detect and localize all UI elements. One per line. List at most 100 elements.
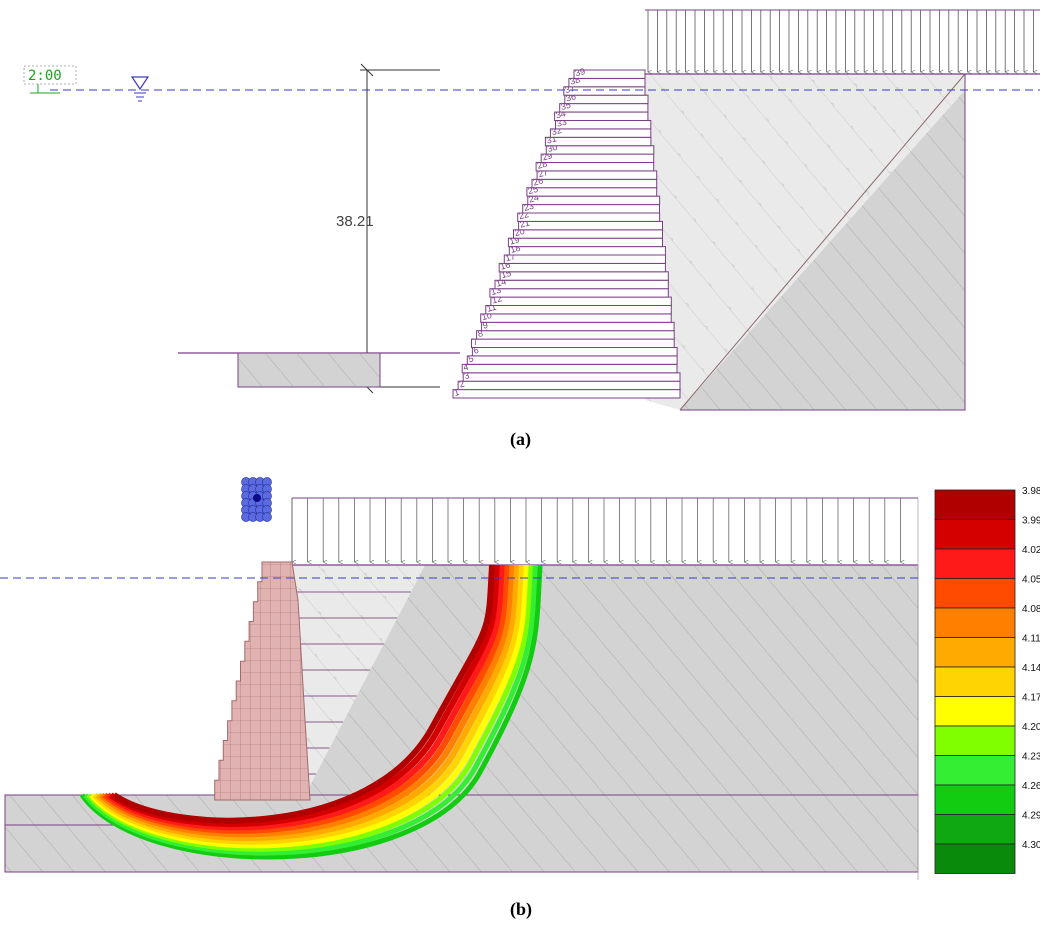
wall-layer [555, 120, 652, 130]
slip-surface [83, 564, 538, 856]
wall-layer [535, 162, 655, 172]
wall-layer [518, 220, 663, 231]
factor-of-safety-legend: 3.98 3.99 4.02 4.05 4.08 4.11 4.14 4.17 4.20 4.23… [934, 486, 1040, 874]
wall-layer [563, 86, 646, 96]
legend-swatch [934, 725, 1016, 756]
wall-layer [559, 103, 649, 113]
wall-layer [564, 94, 649, 105]
layer-number: 9 [482, 320, 489, 331]
wall-layer [485, 305, 672, 315]
wall-layer [481, 321, 675, 332]
height-dimension: 38.21 [336, 63, 440, 394]
wall-layer [522, 204, 661, 214]
wall-layer [549, 128, 652, 138]
legend-label: 4.20 [1022, 722, 1040, 733]
slip-center-point [262, 512, 272, 522]
legend-swatch [934, 578, 1016, 609]
legend-label: 4.05 [1022, 575, 1040, 586]
legend-swatch [934, 519, 1016, 550]
layer-number: 8 [477, 328, 484, 339]
slip-centers-cluster [241, 477, 272, 522]
legend-label: 4.08 [1022, 604, 1040, 615]
critical-center-point [253, 494, 261, 502]
wall-layer [480, 313, 672, 323]
wall-layer [461, 363, 678, 374]
wall-layer [490, 296, 672, 307]
water-level-label: 2:00 [28, 68, 62, 84]
wall-layer [462, 372, 681, 382]
slip-surface [89, 564, 529, 849]
water-level-marker: 2:00 [23, 65, 77, 94]
slip-surface [79, 564, 543, 860]
wall-layer [536, 170, 658, 180]
wall-layer [531, 178, 658, 189]
layer-number: 2 [458, 379, 465, 390]
reinforced-backfill-pattern [645, 74, 965, 410]
wall-layer [517, 212, 661, 222]
wall-layer [540, 153, 655, 164]
legend-swatch [934, 637, 1016, 668]
slip-surface [86, 564, 533, 852]
wall-layer [507, 237, 663, 248]
slip-surface [112, 564, 495, 824]
wall-layer [452, 389, 681, 399]
wall-layer [466, 355, 678, 365]
wall-layer [527, 195, 661, 206]
layer-number: 5 [467, 353, 474, 364]
legend-label: 4.23 [1022, 752, 1040, 763]
legend-label: 4.02 [1022, 545, 1040, 556]
legend-label: 4.11 [1022, 634, 1040, 645]
surcharge-load-arrows [645, 9, 1040, 72]
legend-label: 4.17 [1022, 693, 1040, 704]
surcharge-load-arrows-b [292, 497, 918, 562]
legend-label: 4.14 [1022, 663, 1040, 674]
wall-layer [513, 229, 663, 239]
wall-layer [476, 330, 675, 340]
wall-layer [471, 338, 675, 349]
slip-surfaces [79, 564, 543, 860]
stacked-wall-layers: 1234567891011121314151617181920212223242… [452, 66, 681, 399]
legend-swatch [934, 489, 1016, 520]
layer-number: 4 [462, 362, 469, 373]
legend-swatch [934, 843, 1016, 874]
wall-layer [498, 262, 666, 273]
gridded-wall [214, 561, 311, 801]
water-level-icon [130, 76, 150, 102]
wall-layer [554, 111, 649, 121]
wall-layer [489, 288, 669, 298]
legend-label: 4.30 [1022, 840, 1040, 851]
layer-number: 7 [471, 336, 478, 347]
legend-label: 3.98 [1022, 486, 1040, 497]
wall-layer [544, 136, 652, 147]
legend-label: 3.99 [1022, 516, 1040, 527]
panel-a: 1234567891011121314151617181920212223242… [23, 9, 1040, 450]
wall-layer [494, 279, 669, 290]
legend-swatch [934, 666, 1016, 697]
wall-layer [545, 145, 655, 155]
layer-number: 11 [486, 302, 498, 314]
wall-layer [526, 187, 658, 197]
wall-layer [508, 246, 666, 256]
panel-b: 3.98 3.99 4.02 4.05 4.08 4.11 4.14 4.17 4.20 4.23… [0, 477, 1040, 920]
layer-number: 39 [574, 66, 586, 78]
legend-label: 4.26 [1022, 781, 1040, 792]
legend-swatch [934, 548, 1016, 579]
caption-b: (b) [510, 899, 532, 920]
height-dimension-label: 38.21 [336, 213, 374, 230]
legend-label: 4.29 [1022, 811, 1040, 822]
layer-number: 3 [463, 370, 470, 381]
legend-swatch [934, 755, 1016, 786]
wall-layer [499, 271, 669, 281]
block-wall-b [214, 561, 311, 801]
layer-number: 6 [472, 345, 479, 356]
legend-swatch [934, 696, 1016, 727]
legend-swatch [934, 607, 1016, 638]
wall-layer [503, 254, 666, 264]
layer-number: 1 [453, 387, 460, 398]
wall-layer [457, 380, 681, 391]
legend-swatch [934, 814, 1016, 845]
caption-a: (a) [510, 429, 531, 450]
wall-layer [471, 347, 678, 357]
legend-swatch [934, 784, 1016, 815]
